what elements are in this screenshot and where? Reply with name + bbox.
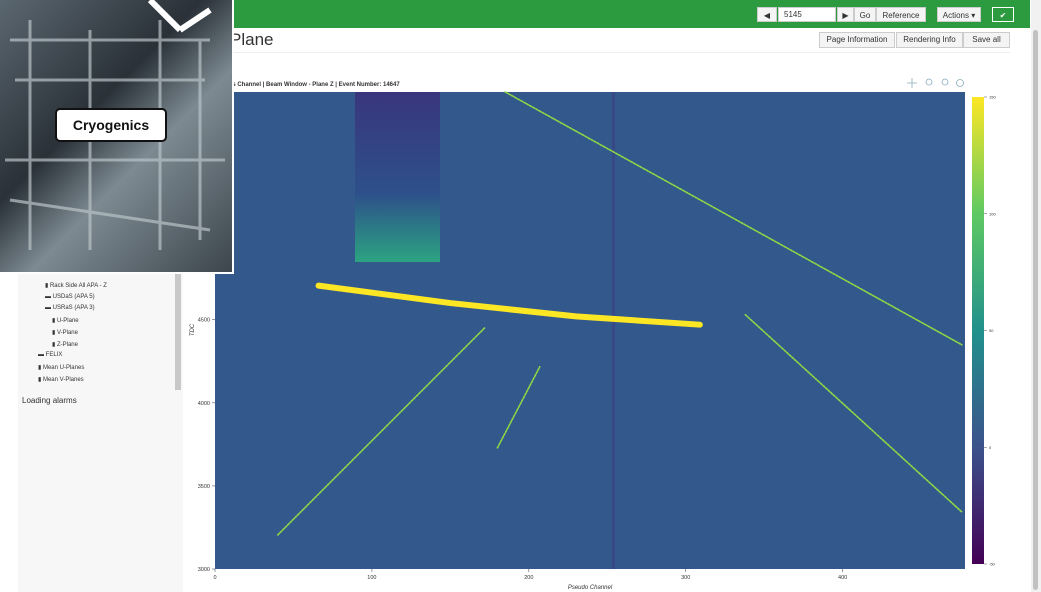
colorbar-tick-label: 100 [989, 211, 996, 216]
chart-title: vs Channel | Beam Window - Plane Z | Eve… [229, 82, 400, 88]
colorbar-tick-label: 150 [989, 95, 996, 100]
actions-label: Actions [943, 11, 969, 20]
prev-button[interactable]: ◀ [757, 7, 777, 22]
divider [230, 52, 1010, 53]
tree-icon: ▬ [45, 294, 53, 300]
sidebar [18, 272, 183, 592]
tree-item[interactable]: ▬ USRaS (APA 3) [45, 305, 95, 311]
rendering-info-button[interactable]: Rendering Info [896, 32, 963, 48]
save-all-button[interactable]: Save all [963, 32, 1010, 48]
heatmap-stripe [612, 92, 615, 569]
tree-item[interactable]: ▮ V-Plane [52, 329, 78, 336]
heatmap-background [215, 92, 965, 569]
overlay-label: Cryogenics [55, 108, 167, 142]
tree-item[interactable]: ▮ Mean V-Planes [38, 376, 84, 383]
page-info-button[interactable]: Page Information [819, 32, 895, 48]
colorbar-tick-label: -50 [989, 562, 996, 567]
x-axis-label: Pseudo Channel [568, 585, 613, 591]
tree-label: USDaS (APA 5) [53, 294, 95, 300]
tree-label: U-Plane [57, 318, 79, 324]
confirm-button[interactable]: ✔ [992, 7, 1014, 22]
tree-item[interactable]: ▬ FELIX [38, 352, 62, 358]
tree-label: FELIX [46, 352, 63, 358]
overlay-image: Cryogenics [0, 0, 234, 274]
page: {"toolbar": {"run_number": "5145", "go":… [0, 0, 1041, 592]
actions-button[interactable]: Actions ▾ [937, 7, 981, 22]
tree-label: USRaS (APA 3) [53, 305, 95, 311]
y-tick-label: 3000 [198, 567, 210, 573]
tree-label: V-Plane [57, 330, 78, 336]
sidebar-status: Loading alarms [22, 396, 77, 405]
tree-label: Mean V-Planes [43, 377, 84, 383]
tree-item[interactable]: ▮ Mean U-Planes [38, 364, 84, 371]
y-tick-label: 4000 [198, 401, 210, 407]
tree-item[interactable]: ▮ U-Plane [52, 317, 79, 324]
x-tick-label: 0 [213, 575, 216, 581]
x-tick-label: 100 [367, 575, 376, 581]
tree-item[interactable]: ▮ Z-Plane [52, 341, 78, 348]
page-title: Plane [230, 30, 273, 50]
x-tick-label: 300 [681, 575, 690, 581]
sidebar-scrollbar[interactable] [175, 272, 181, 390]
y-tick-label: 4500 [198, 318, 210, 324]
reference-button[interactable]: Reference [876, 7, 926, 22]
colorbar-tick-label: 0 [989, 445, 992, 450]
colorbar [972, 97, 984, 564]
tree-label: Z-Plane [57, 342, 78, 348]
x-tick-label: 400 [838, 575, 847, 581]
y-axis-label: TDC [190, 323, 196, 336]
tree-icon: ▬ [38, 352, 46, 358]
tree-item[interactable]: ▬ USDaS (APA 5) [45, 294, 95, 300]
go-button[interactable]: Go [854, 7, 876, 22]
scroll-thumb[interactable] [1033, 30, 1038, 590]
next-button[interactable]: ▶ [837, 7, 854, 22]
tree-label: Rack Side All APA - Z [50, 283, 107, 289]
y-tick-label: 3500 [198, 484, 210, 490]
colorbar-tick-label: 50 [989, 328, 994, 333]
tree-icon: ▬ [45, 305, 53, 311]
page-scrollbar[interactable] [1031, 0, 1041, 592]
heatmap-region [355, 92, 440, 262]
tree-label: Mean U-Planes [43, 365, 84, 371]
chart-tools[interactable] [907, 78, 964, 88]
x-tick-label: 200 [524, 575, 533, 581]
tree-item[interactable]: ▮ Rack Side All APA - Z [45, 282, 107, 289]
run-input[interactable]: 5145 [778, 7, 836, 22]
